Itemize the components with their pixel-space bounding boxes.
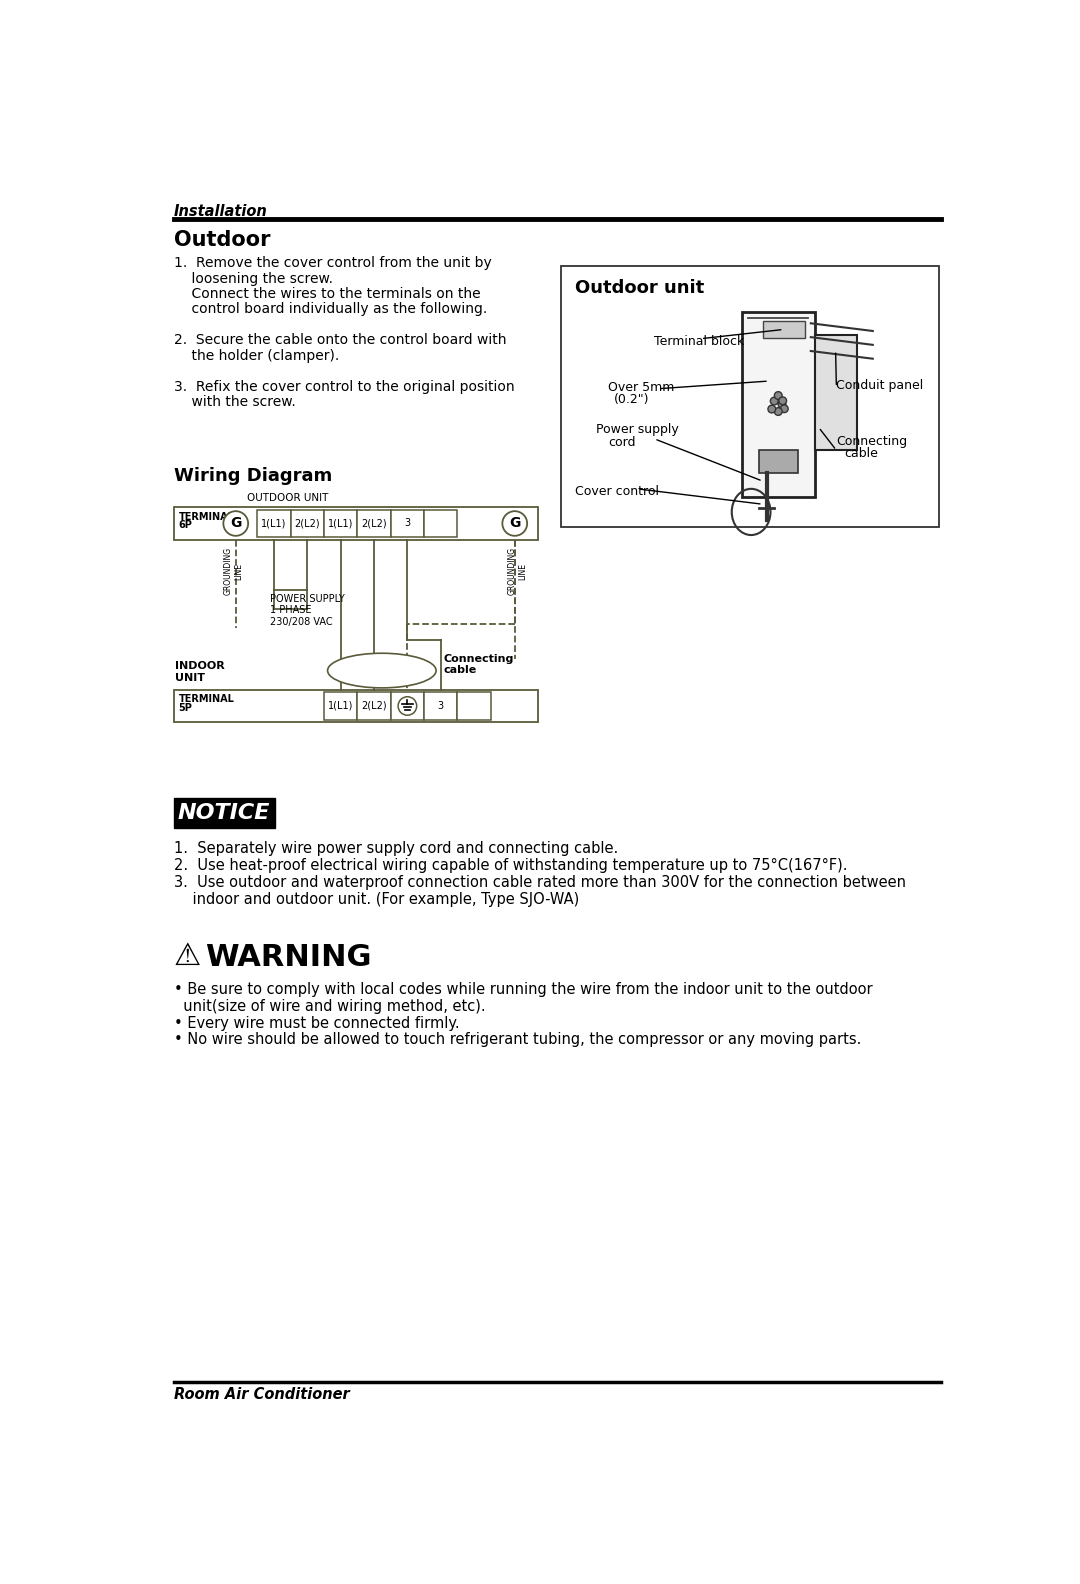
Text: Conduit panel: Conduit panel <box>836 380 923 393</box>
Text: INDOOR: INDOOR <box>175 661 225 670</box>
Text: control board individually as the following.: control board individually as the follow… <box>174 303 487 317</box>
Circle shape <box>502 512 527 535</box>
Text: cord: cord <box>608 436 636 448</box>
Text: Cover control: Cover control <box>576 485 659 497</box>
Bar <box>324 692 357 719</box>
Text: Room Air Conditioner: Room Air Conditioner <box>174 1388 350 1402</box>
Circle shape <box>768 406 775 413</box>
Bar <box>562 266 940 527</box>
Text: Power supply: Power supply <box>596 423 679 436</box>
Text: OUTDOOR UNIT: OUTDOOR UNIT <box>247 494 328 504</box>
Circle shape <box>778 401 786 409</box>
Text: the holder (clamper).: the holder (clamper). <box>174 348 339 363</box>
Bar <box>391 510 424 537</box>
Bar <box>291 510 324 537</box>
Bar <box>458 692 490 719</box>
Text: • No wire should be allowed to touch refrigerant tubing, the compressor or any m: • No wire should be allowed to touch ref… <box>174 1033 861 1047</box>
Text: Installation: Installation <box>174 204 268 219</box>
Text: unit(size of wire and wiring method, etc).: unit(size of wire and wiring method, etc… <box>174 998 485 1014</box>
Text: Connect the wires to the terminals on the: Connect the wires to the terminals on th… <box>174 287 481 301</box>
Text: with the screw.: with the screw. <box>174 394 296 409</box>
Bar <box>357 510 391 537</box>
Text: WARNING: WARNING <box>205 942 372 973</box>
Text: 2(L2): 2(L2) <box>362 518 387 529</box>
Text: 1.  Separately wire power supply cord and connecting cable.: 1. Separately wire power supply cord and… <box>174 841 618 857</box>
Text: Outdoor: Outdoor <box>174 230 270 250</box>
Text: Over 5mm: Over 5mm <box>608 382 674 394</box>
Bar <box>174 689 538 722</box>
Text: Terminal block: Terminal block <box>654 334 744 348</box>
Bar <box>324 510 357 537</box>
Text: G: G <box>509 516 521 531</box>
Circle shape <box>224 512 248 535</box>
Text: • Every wire must be connected firmly.: • Every wire must be connected firmly. <box>174 1015 459 1031</box>
Text: Outdoor unit: Outdoor unit <box>576 279 704 298</box>
Text: 2(L2): 2(L2) <box>362 702 387 711</box>
Text: 2.  Secure the cable onto the control board with: 2. Secure the cable onto the control boa… <box>174 333 507 347</box>
Text: 1(L1): 1(L1) <box>328 702 353 711</box>
Text: cable: cable <box>845 447 878 461</box>
Text: 1(L1): 1(L1) <box>328 518 353 529</box>
Text: (0.2"): (0.2") <box>613 393 649 407</box>
Text: UNIT: UNIT <box>175 673 205 683</box>
Text: 3: 3 <box>437 702 444 711</box>
Text: G: G <box>230 516 242 531</box>
Text: 3.  Use outdoor and waterproof connection cable rated more than 300V for the con: 3. Use outdoor and waterproof connection… <box>174 876 906 890</box>
Text: 5P: 5P <box>178 703 192 713</box>
Text: Connecting: Connecting <box>836 436 907 448</box>
Circle shape <box>770 398 778 406</box>
Text: Connecting
cable: Connecting cable <box>444 654 514 675</box>
Text: GROUNDING
LINE: GROUNDING LINE <box>508 548 527 596</box>
Circle shape <box>399 697 417 716</box>
Circle shape <box>779 398 786 404</box>
Bar <box>424 692 458 719</box>
Circle shape <box>774 407 782 415</box>
Ellipse shape <box>327 653 436 687</box>
Bar <box>391 692 424 719</box>
Text: GROUNDING
LINE: GROUNDING LINE <box>224 548 243 596</box>
Text: 2(L2): 2(L2) <box>295 518 321 529</box>
Text: ⚠: ⚠ <box>174 941 201 971</box>
Text: 3.  Refix the cover control to the original position: 3. Refix the cover control to the origin… <box>174 380 514 393</box>
Bar <box>742 312 815 496</box>
Text: Wiring Diagram: Wiring Diagram <box>174 467 332 485</box>
Text: 3: 3 <box>404 518 410 529</box>
Bar <box>759 450 798 474</box>
Bar <box>357 692 391 719</box>
Text: POWER SUPPLY
1 PHASE
230/208 VAC: POWER SUPPLY 1 PHASE 230/208 VAC <box>270 594 345 627</box>
Bar <box>257 510 291 537</box>
Text: 1(L1): 1(L1) <box>261 518 287 529</box>
Circle shape <box>781 406 788 412</box>
Text: 2.  Use heat-proof electrical wiring capable of withstanding temperature up to 7: 2. Use heat-proof electrical wiring capa… <box>174 859 847 873</box>
Bar <box>814 334 858 450</box>
Bar <box>762 322 806 337</box>
Circle shape <box>774 391 782 399</box>
Text: 6P: 6P <box>178 521 192 531</box>
Text: NOTICE: NOTICE <box>178 803 270 824</box>
Text: • Be sure to comply with local codes while running the wire from the indoor unit: • Be sure to comply with local codes whi… <box>174 982 873 996</box>
Text: loosening the screw.: loosening the screw. <box>174 272 333 285</box>
Bar <box>174 798 274 827</box>
Text: indoor and outdoor unit. (For example, Type SJO-WA): indoor and outdoor unit. (For example, T… <box>174 892 579 908</box>
Text: 1.  Remove the cover control from the unit by: 1. Remove the cover control from the uni… <box>174 257 491 271</box>
Text: TERMINAL: TERMINAL <box>178 512 234 523</box>
Bar <box>424 510 458 537</box>
Bar <box>174 507 538 540</box>
Text: TERMINAL: TERMINAL <box>178 694 234 705</box>
